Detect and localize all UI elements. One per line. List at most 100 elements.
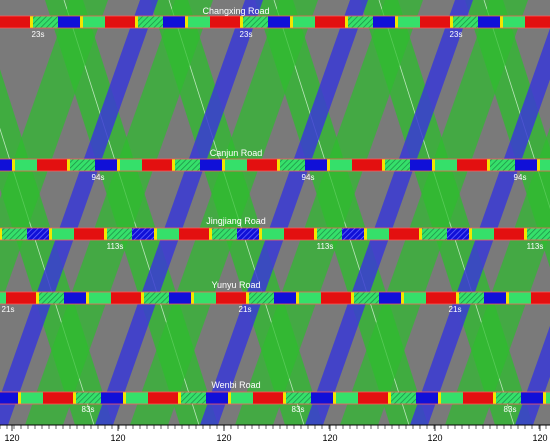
signal-phase [472, 228, 494, 240]
blue-progression-band [200, 0, 368, 425]
signal-phase [330, 159, 352, 171]
signal-phase [317, 228, 342, 240]
signal-phase [80, 16, 83, 28]
signal-phase [21, 392, 43, 404]
signal-phase [243, 16, 268, 28]
signal-bar-3 [0, 291, 550, 305]
signal-phase [95, 159, 117, 171]
signal-phase [410, 159, 432, 171]
signal-bars [0, 15, 550, 405]
signal-phase [432, 159, 435, 171]
signal-phase [185, 16, 188, 28]
signal-phase [169, 292, 191, 304]
signal-phase [500, 16, 503, 28]
signal-phase [181, 392, 206, 404]
signal-phase [419, 228, 422, 240]
signal-phase [506, 292, 509, 304]
signal-phase [352, 159, 382, 171]
signal-phase [175, 159, 200, 171]
signal-phase [515, 159, 537, 171]
axis-tick-label: 120 [4, 433, 19, 443]
signal-phase [404, 292, 426, 304]
offset-label: 113s [317, 242, 334, 251]
signal-phase [315, 16, 345, 28]
offset-label: 113s [107, 242, 124, 251]
signal-phase [12, 159, 15, 171]
signal-phase [379, 292, 401, 304]
signal-phase [382, 159, 385, 171]
signal-phase [222, 159, 225, 171]
signal-phase [27, 228, 49, 240]
signal-phase [496, 392, 521, 404]
signal-phase [191, 292, 194, 304]
green-return-band [130, 0, 318, 425]
progression-bands [0, 0, 550, 426]
signal-phase [503, 16, 525, 28]
signal-phase [395, 16, 398, 28]
signal-bar-4 [0, 391, 550, 405]
signal-phase [6, 292, 36, 304]
signal-phase [188, 16, 210, 28]
signal-phase [200, 159, 222, 171]
signal-phase [367, 228, 389, 240]
signal-phase [469, 228, 472, 240]
signal-phase [73, 392, 76, 404]
axis-tick-label: 120 [322, 433, 337, 443]
signal-phase [15, 159, 37, 171]
signal-phase [148, 392, 178, 404]
offset-label: 23s [32, 30, 45, 39]
blue-progression-band [305, 0, 473, 425]
signal-phase [237, 228, 259, 240]
axis-tick-label: 120 [427, 433, 442, 443]
signal-phase [389, 228, 419, 240]
band-centerline [483, 0, 550, 210]
signal-phase [172, 159, 175, 171]
signal-phase [490, 159, 515, 171]
offset-label: 94s [92, 173, 105, 182]
signal-phase [163, 16, 185, 28]
signal-phase [351, 292, 354, 304]
signal-phase [277, 159, 280, 171]
signal-phase [385, 159, 410, 171]
signal-phase [104, 228, 107, 240]
signal-phase [144, 292, 169, 304]
signal-phase [373, 16, 395, 28]
signal-phase [527, 228, 550, 240]
signal-phase [228, 392, 231, 404]
signal-phase [0, 228, 2, 240]
signal-phase [305, 159, 327, 171]
signal-phase [240, 16, 243, 28]
signal-phase [457, 159, 487, 171]
signal-bar-1 [0, 158, 550, 172]
signal-phase [52, 228, 74, 240]
offset-label: 94s [302, 173, 315, 182]
signal-phase [49, 228, 52, 240]
signal-phase [30, 16, 33, 28]
signal-phase [132, 228, 154, 240]
signal-phase [336, 392, 358, 404]
labels: Changxing Road 23s 23s 23s Canjun Road 94s 94s… [2, 6, 544, 414]
signal-phase [299, 292, 321, 304]
signal-phase [531, 292, 550, 304]
signal-phase [246, 292, 249, 304]
signal-phase [398, 16, 420, 28]
green-return-band [445, 127, 550, 425]
axis-strip [0, 425, 550, 444]
signal-phase [76, 392, 101, 404]
signal-phase [64, 292, 86, 304]
signal-phase [117, 159, 120, 171]
signal-phase [293, 16, 315, 28]
axis-tick-label: 120 [216, 433, 231, 443]
signal-phase [89, 292, 111, 304]
axis-tick-label: 120 [532, 433, 547, 443]
signal-phase [358, 392, 388, 404]
road-name-label: Yunyu Road [211, 280, 260, 290]
signal-phase [459, 292, 484, 304]
signal-phase [154, 228, 157, 240]
time-axis: 120 120 120 120 120 120 [0, 424, 550, 444]
signal-phase [268, 16, 290, 28]
signal-phase [450, 16, 453, 28]
signal-phase [420, 16, 450, 28]
signal-phase [138, 16, 163, 28]
